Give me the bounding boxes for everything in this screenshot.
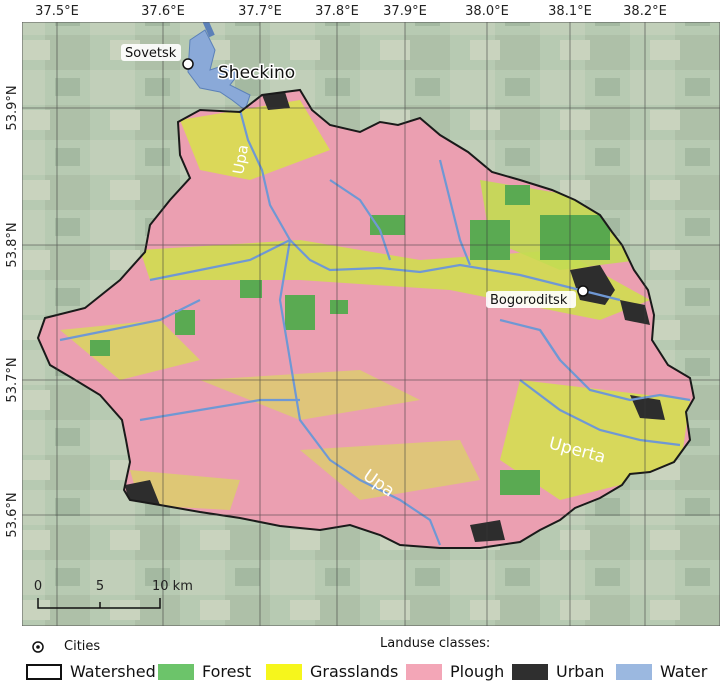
lat-label-53-9: 53.9°N: [5, 85, 20, 130]
scale-bar: 0 5 10 km: [34, 579, 193, 609]
watershed-outline: [36, 88, 696, 549]
lon-label-37-6: 37.6°E: [141, 4, 185, 19]
legend-forest-swatch: [158, 663, 194, 680]
sheckino-water: [187, 29, 251, 111]
legend-urban: Urban: [512, 662, 604, 681]
legend-water-swatch: [616, 663, 652, 680]
city-marker-icon: [182, 58, 194, 70]
city-marker-icon: [32, 640, 44, 653]
graticule: [22, 22, 720, 626]
scale-label-5: 5: [96, 579, 104, 594]
lat-label-53-7: 53.7°N: [5, 357, 20, 402]
legend-plough-label: Plough: [450, 662, 505, 681]
legend-cities: Cities: [30, 639, 100, 654]
legend-watershed-label: Watershed: [70, 662, 156, 681]
legend-grasslands-label: Grasslands: [310, 662, 399, 681]
lon-label-37-9: 37.9°E: [383, 4, 427, 19]
place-label-sheckino: Sheckino: [218, 63, 295, 83]
city-bogoroditsk: Bogoroditsk: [486, 285, 589, 308]
lat-label-53-6: 53.6°N: [5, 492, 20, 537]
city-sovetsk: Sovetsk: [121, 44, 194, 70]
legend-forest: Forest: [158, 662, 251, 681]
legend-urban-label: Urban: [556, 662, 605, 681]
lon-label-37-8: 37.8°E: [315, 4, 359, 19]
legend-forest-label: Forest: [202, 662, 252, 681]
scale-label-0: 0: [34, 579, 42, 594]
legend-watershed: Watershed: [26, 662, 156, 681]
legend-landuse-title: Landuse classes:: [380, 636, 491, 651]
city-label-bogoroditsk: Bogoroditsk: [490, 293, 568, 308]
legend-plough: Plough: [406, 662, 504, 681]
lat-label-53-8: 53.8°N: [5, 222, 20, 267]
legend-water: Water: [616, 662, 707, 681]
legend-water-label: Water: [660, 662, 708, 681]
river-network: [59, 109, 691, 546]
legend-grasslands: Grasslands: [266, 662, 398, 681]
lon-label-37-7: 37.7°E: [238, 4, 282, 19]
legend-watershed-swatch: [26, 663, 62, 680]
legend-grasslands-swatch: [266, 663, 302, 680]
legend-title: Landuse classes:: [380, 636, 490, 651]
legend-cities-label: Cities: [64, 639, 101, 654]
river-label-upa-north: Upa: [229, 143, 252, 175]
lon-label-38-2: 38.2°E: [623, 4, 667, 19]
city-marker-icon: [577, 285, 589, 297]
legend-plough-swatch: [406, 663, 442, 680]
lon-label-38-1: 38.1°E: [548, 4, 592, 19]
lon-label-38-0: 38.0°E: [465, 4, 509, 19]
legend: Cities Landuse classes: Watershed Forest…: [0, 626, 720, 689]
lon-label-37-5: 37.5°E: [35, 4, 79, 19]
scale-label-10: 10 km: [152, 579, 193, 594]
legend-urban-swatch: [512, 663, 548, 680]
city-label-sovetsk: Sovetsk: [125, 46, 177, 61]
